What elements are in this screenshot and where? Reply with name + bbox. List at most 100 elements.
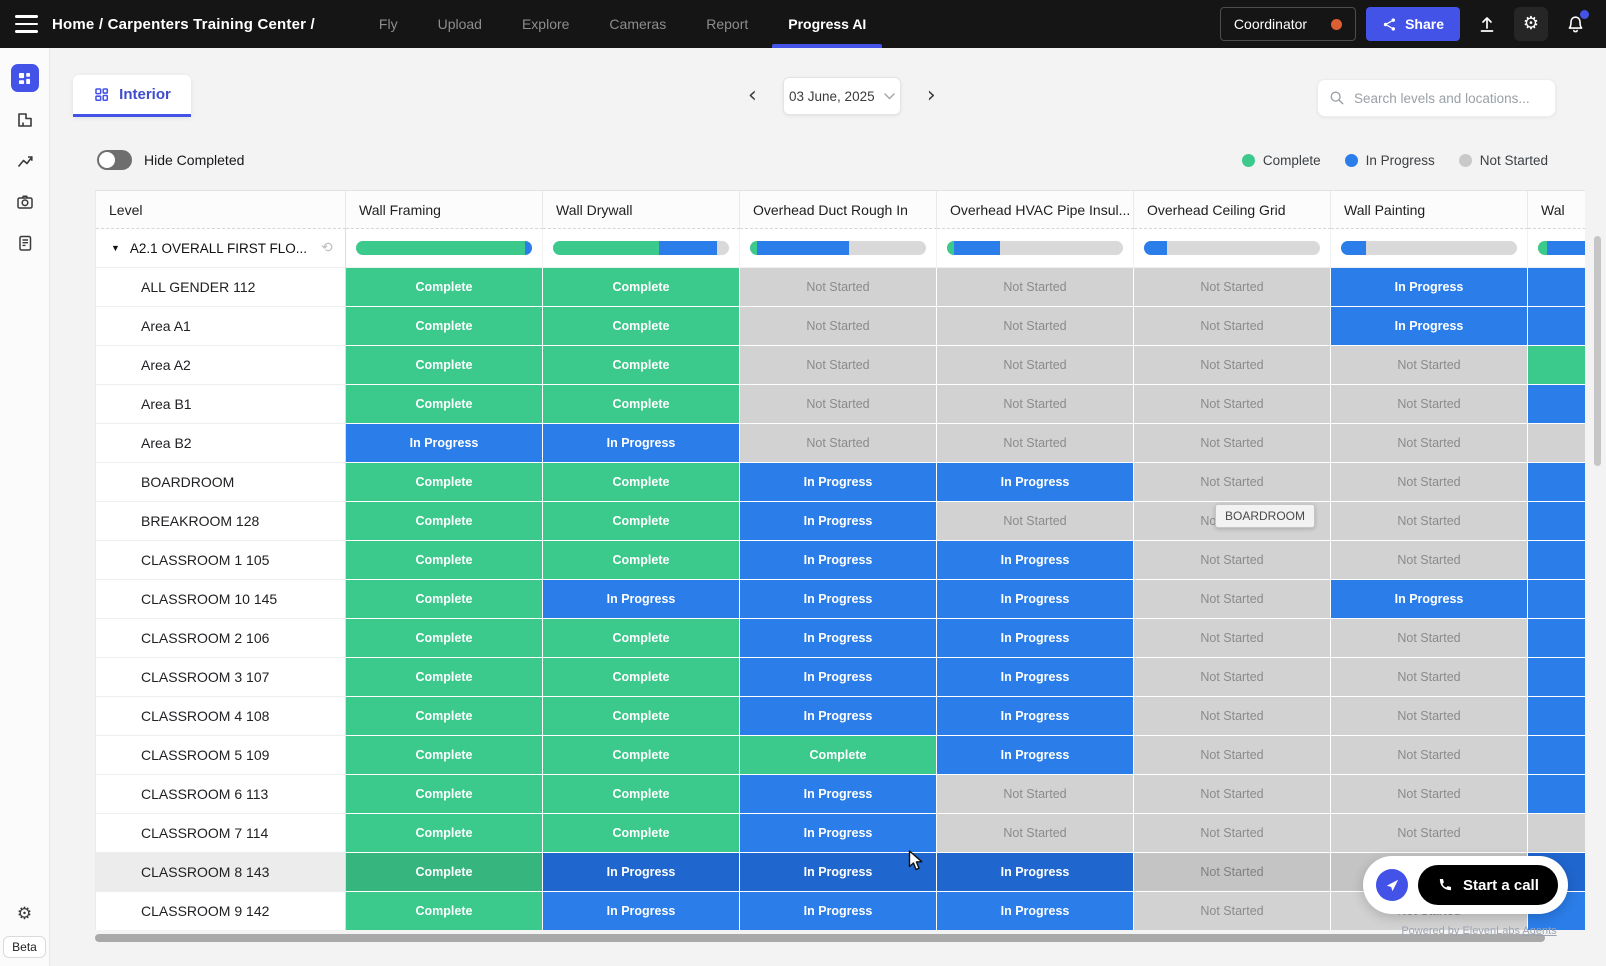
hamburger-menu-icon[interactable] [0,0,52,48]
status-cell[interactable]: Complete [346,658,543,697]
status-cell[interactable]: In Progress [740,619,937,658]
status-cell[interactable]: Not Started [740,268,937,307]
status-cell[interactable]: Complete [543,268,740,307]
status-cell[interactable]: Not Started [1331,541,1528,580]
level-cell-classroom-6-113[interactable]: CLASSROOM 6 113 [96,775,346,814]
level-cell-boardroom[interactable]: BOARDROOM [96,463,346,502]
status-cell[interactable]: Complete [346,697,543,736]
level-cell-classroom-2-106[interactable]: CLASSROOM 2 106 [96,619,346,658]
settings-button[interactable]: ⚙ [1514,7,1548,41]
status-cell[interactable]: In Progress [1331,307,1528,346]
nav-item-fly[interactable]: Fly [378,16,398,32]
status-cell[interactable]: In Progress [1528,307,1585,346]
status-cell[interactable]: Complete [346,502,543,541]
status-cell[interactable]: In Progress [1528,619,1585,658]
level-cell-classroom-9-142[interactable]: CLASSROOM 9 142 [96,892,346,930]
nav-item-explore[interactable]: Explore [521,16,570,32]
nav-item-upload[interactable]: Upload [437,16,482,32]
status-cell[interactable]: In Progress [740,502,937,541]
status-cell[interactable]: Not Started [1331,658,1528,697]
search-input[interactable] [1354,90,1544,106]
status-cell[interactable]: Complete [543,541,740,580]
status-cell[interactable]: Not Started [937,385,1134,424]
level-cell-area-b2[interactable]: Area B2 [96,424,346,463]
status-cell[interactable]: Not Started [1134,814,1331,853]
status-cell[interactable]: Complete [346,385,543,424]
status-cell[interactable]: Complete [346,463,543,502]
status-cell[interactable]: Complete [543,775,740,814]
status-cell[interactable]: In Progress [740,541,937,580]
status-cell[interactable]: Not Started [1134,541,1331,580]
status-cell[interactable]: In Progress [740,853,937,892]
status-cell[interactable]: Complete [543,385,740,424]
tab-interior[interactable]: Interior [73,75,191,117]
status-cell[interactable]: Complete [543,307,740,346]
hide-completed-toggle[interactable] [97,150,132,170]
status-cell[interactable]: Not Started [1134,853,1331,892]
status-cell[interactable]: Not Started [740,385,937,424]
status-cell[interactable]: Not Started [1134,307,1331,346]
status-cell[interactable]: Not Started [1331,502,1528,541]
status-cell[interactable]: Not Started [1331,619,1528,658]
status-cell[interactable]: In Progress [1528,580,1585,619]
status-cell[interactable]: In Progress [543,424,740,463]
chevron-left-icon[interactable]: ‹ [748,83,757,108]
status-cell[interactable]: Complete [346,307,543,346]
status-cell[interactable]: Complete [346,775,543,814]
powered-by-link[interactable]: Agents [1522,925,1557,937]
status-cell[interactable]: Complete [346,892,543,930]
level-cell-area-b1[interactable]: Area B1 [96,385,346,424]
status-cell[interactable]: In Progress [1528,697,1585,736]
status-cell[interactable]: Not Started [937,307,1134,346]
level-cell-classroom-5-109[interactable]: CLASSROOM 5 109 [96,736,346,775]
status-cell[interactable]: Complete [543,658,740,697]
status-cell[interactable]: In Progress [937,463,1134,502]
status-cell[interactable]: Not Started [937,346,1134,385]
status-cell[interactable]: Complete [346,736,543,775]
notifications-button[interactable] [1558,7,1592,41]
status-cell[interactable]: In Progress [1528,268,1585,307]
status-cell[interactable]: In Progress [937,658,1134,697]
status-cell[interactable]: In Progress [937,580,1134,619]
sidebar-item-floorplans[interactable] [12,107,38,133]
status-cell[interactable]: Not Started [740,424,937,463]
status-cell[interactable]: In Progress [740,775,937,814]
status-cell[interactable]: Not Started [1528,814,1585,853]
status-cell[interactable]: In Progress [740,814,937,853]
status-cell[interactable]: In Progress [740,658,937,697]
status-cell[interactable]: In Progress [1528,385,1585,424]
coordinator-button[interactable]: Coordinator [1219,7,1357,41]
status-cell[interactable]: In Progress [937,892,1134,930]
status-cell[interactable]: In Progress [937,736,1134,775]
status-cell[interactable]: Not Started [1331,463,1528,502]
status-cell[interactable]: Not Started [937,424,1134,463]
status-cell[interactable]: Not Started [937,268,1134,307]
level-cell-classroom-4-108[interactable]: CLASSROOM 4 108 [96,697,346,736]
nav-item-progress-ai[interactable]: Progress AI [768,0,886,48]
status-cell[interactable]: Not Started [1134,463,1331,502]
status-cell[interactable]: Complete [1528,346,1585,385]
status-cell[interactable]: Not Started [1134,424,1331,463]
status-cell[interactable]: Not Started [1134,697,1331,736]
status-cell[interactable]: In Progress [740,580,937,619]
nav-item-cameras[interactable]: Cameras [609,16,667,32]
status-cell[interactable]: In Progress [543,892,740,930]
status-cell[interactable]: In Progress [346,424,543,463]
status-cell[interactable]: In Progress [1528,658,1585,697]
status-cell[interactable]: In Progress [937,697,1134,736]
sidebar-settings-icon[interactable]: ⚙ [16,904,33,924]
sidebar-item-analytics[interactable] [12,148,38,174]
status-cell[interactable]: In Progress [937,853,1134,892]
status-cell[interactable]: Complete [740,736,937,775]
export-button[interactable] [1470,7,1504,41]
status-cell[interactable]: Not Started [1134,736,1331,775]
status-cell[interactable]: Complete [543,619,740,658]
collapse-triangle-icon[interactable]: ▼ [111,243,120,253]
status-cell[interactable]: In Progress [937,619,1134,658]
status-cell[interactable]: In Progress [543,580,740,619]
status-cell[interactable]: Not Started [1331,697,1528,736]
horizontal-scrollbar[interactable] [95,934,1545,942]
status-cell[interactable]: Not Started [1528,424,1585,463]
history-icon[interactable]: ⟲ [320,240,333,256]
status-cell[interactable]: Not Started [1331,385,1528,424]
